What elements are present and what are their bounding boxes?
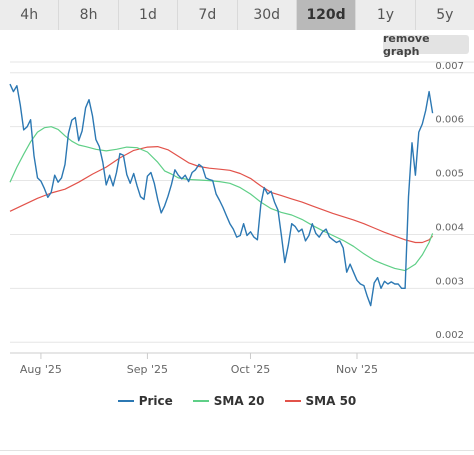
tab-30d[interactable]: 30d (237, 0, 297, 30)
legend-label-sma-50: SMA 50 (305, 394, 357, 408)
legend-item-price[interactable]: Price (117, 394, 173, 408)
y-axis: 0.002 0.003 0.004 0.005 0.006 0.007 (435, 61, 464, 341)
tab-1y[interactable]: 1y (356, 0, 416, 30)
chart-series (9, 83, 434, 307)
legend-item-sma-20[interactable]: SMA 20 (192, 394, 265, 408)
price-chart: Aug '25 Sep '25 Oct '25 Nov '25 0.0020.0030… (9, 61, 474, 376)
y-tick-label: 0.003 (435, 276, 464, 287)
chart-grid (10, 61, 474, 343)
y-tick-label: 0.002 (435, 330, 464, 341)
bottom-divider (0, 450, 474, 451)
tab-5y[interactable]: 5y (415, 0, 474, 30)
x-tick-label: Sep '25 (127, 363, 168, 376)
tab-120d[interactable]: 120d (296, 0, 357, 30)
y-tick-label: 0.007 (435, 61, 464, 72)
timeframe-tabs: 4h 8h 1d 7d 30d 120d 1y 5y (0, 0, 474, 30)
sma-20-line (9, 126, 434, 272)
legend-label-sma-20: SMA 20 (213, 394, 265, 408)
price-line (9, 83, 434, 307)
legend-swatch-sma-50 (284, 400, 301, 402)
legend-swatch-sma-20 (192, 400, 209, 402)
tab-8h[interactable]: 8h (59, 0, 119, 30)
chart-legend: Price SMA 20 SMA 50 (0, 392, 474, 410)
y-tick-label: 0.006 (435, 115, 464, 126)
legend-label-price: Price (138, 394, 173, 408)
x-tick-label: Nov '25 (336, 363, 378, 376)
legend-swatch-price (117, 400, 134, 402)
tab-4h[interactable]: 4h (0, 0, 60, 30)
tab-7d[interactable]: 7d (178, 0, 238, 30)
sma-50-line (9, 146, 434, 244)
y-tick-label: 0.005 (435, 169, 464, 180)
tab-1d[interactable]: 1d (118, 0, 179, 30)
legend-item-sma-50[interactable]: SMA 50 (284, 394, 357, 408)
y-tick-label: 0.004 (435, 222, 464, 233)
x-tick-label: Aug '25 (20, 363, 62, 376)
x-axis: Aug '25 Sep '25 Oct '25 Nov '25 (10, 352, 474, 376)
x-tick-label: Oct '25 (231, 363, 271, 376)
